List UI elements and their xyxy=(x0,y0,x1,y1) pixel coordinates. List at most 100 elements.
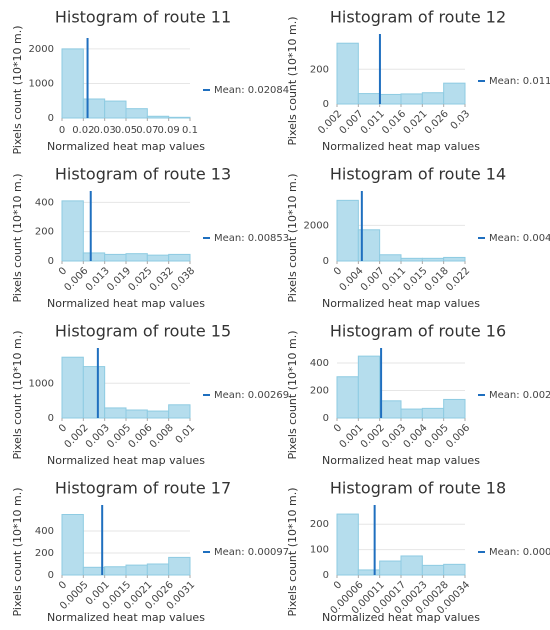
histogram-bar xyxy=(357,569,381,576)
histogram-bar xyxy=(168,116,191,119)
legend-label: Mean: 0.00427 xyxy=(489,233,550,244)
y-tick-label: 400 xyxy=(310,358,329,369)
x-tick-label: 0.026 xyxy=(423,108,451,136)
histogram-bar xyxy=(168,404,191,419)
histogram-bar xyxy=(400,257,423,262)
histogram-bar xyxy=(61,48,84,119)
histogram-bar xyxy=(146,563,170,576)
y-tick-label: 200 xyxy=(35,227,54,238)
y-tick-label: 0 xyxy=(323,99,329,110)
x-tick-label: 0.07 xyxy=(136,125,158,136)
x-tick-label: 0 xyxy=(332,579,344,591)
histogram-bar xyxy=(168,556,191,576)
histogram-bar xyxy=(357,229,381,262)
y-axis-label: Pixels count (10*10 m.) xyxy=(286,17,299,146)
histogram-bar xyxy=(125,409,148,419)
x-tick-label: 0 xyxy=(57,265,69,277)
y-tick-label: 2000 xyxy=(304,220,329,231)
x-axis-label: Normalized heat map values xyxy=(322,454,480,467)
chart-title: Histogram of route 16 xyxy=(330,322,506,341)
chart-title: Histogram of route 17 xyxy=(55,479,231,498)
x-axis-label: Normalized heat map values xyxy=(47,454,205,467)
x-tick-label: 0 xyxy=(57,579,69,591)
y-tick-label: 1000 xyxy=(29,78,54,89)
histogram-bar xyxy=(443,398,466,419)
histogram-bar xyxy=(443,256,466,262)
legend-label: Mean: 0.00217 xyxy=(489,390,550,401)
histogram-bar xyxy=(146,115,170,119)
x-axis-label: Normalized heat map values xyxy=(322,297,480,310)
histogram-panel: Histogram of route 18010020000.000060.00… xyxy=(286,479,550,625)
y-tick-label: 100 xyxy=(310,545,329,556)
y-axis-label: Pixels count (10*10 m.) xyxy=(11,331,24,460)
y-axis-label: Pixels count (10*10 m.) xyxy=(286,488,299,617)
y-tick-label: 400 xyxy=(35,526,54,537)
chart-title: Histogram of route 18 xyxy=(330,479,506,498)
legend-label: Mean: 0.00269 xyxy=(214,390,289,401)
y-axis-label: Pixels count (10*10 m.) xyxy=(286,174,299,303)
histogram-bar xyxy=(379,93,402,105)
histogram-bar xyxy=(104,407,127,419)
y-tick-label: 0 xyxy=(48,570,54,581)
histogram-bar xyxy=(336,42,359,105)
histogram-bar xyxy=(104,100,127,119)
y-axis-label: Pixels count (10*10 m.) xyxy=(11,26,24,155)
y-tick-label: 2000 xyxy=(29,44,54,55)
histogram-bar xyxy=(125,253,148,262)
x-axis-label: Normalized heat map values xyxy=(47,297,205,310)
chart-title: Histogram of route 12 xyxy=(330,8,506,27)
chart-title: Histogram of route 15 xyxy=(55,322,231,341)
y-tick-label: 0 xyxy=(323,256,329,267)
histogram-bar xyxy=(421,407,445,419)
histogram-bar xyxy=(421,92,445,105)
x-tick-label: 0.038 xyxy=(169,265,197,293)
chart-title: Histogram of route 13 xyxy=(55,165,231,184)
y-tick-label: 200 xyxy=(310,64,329,75)
x-tick-label: 0.03 xyxy=(449,108,473,132)
histogram-bar xyxy=(421,564,445,576)
x-tick-label: 0 xyxy=(332,265,344,277)
y-tick-label: 0 xyxy=(323,413,329,424)
y-tick-label: 0 xyxy=(48,113,54,124)
histogram-bar xyxy=(82,366,106,419)
histogram-bar xyxy=(443,563,466,576)
histogram-bar xyxy=(125,564,148,576)
histogram-panel: Histogram of route 13020040000.0060.0130… xyxy=(11,165,289,311)
x-tick-label: 0.02 xyxy=(72,125,94,136)
histogram-bar xyxy=(400,555,423,576)
histogram-bar xyxy=(379,560,402,576)
x-axis-label: Normalized heat map values xyxy=(322,611,480,624)
histogram-bar xyxy=(336,376,359,419)
y-tick-label: 0 xyxy=(48,256,54,267)
histogram-panel: Histogram of route 140200000.0040.0070.0… xyxy=(286,165,550,311)
histogram-panel: Histogram of route 150100000.0020.0030.0… xyxy=(11,322,289,468)
histogram-bar xyxy=(400,408,423,419)
histogram-bar xyxy=(379,400,402,419)
histogram-bar xyxy=(379,254,402,262)
legend-label: Mean: 0.00097 xyxy=(214,547,289,558)
x-tick-label: 0.006 xyxy=(444,422,472,450)
histogram-bar xyxy=(421,257,445,262)
histogram-bar xyxy=(104,253,127,262)
histogram-bar xyxy=(61,356,84,419)
histogram-bar xyxy=(443,82,466,105)
x-tick-label: 0.03 xyxy=(94,125,116,136)
legend-label: Mean: 0.00853 xyxy=(214,233,289,244)
histogram-bar xyxy=(336,199,359,262)
legend-label: Mean: 0.0115 xyxy=(489,76,550,87)
y-axis-label: Pixels count (10*10 m.) xyxy=(11,488,24,617)
y-axis-label: Pixels count (10*10 m.) xyxy=(286,331,299,460)
y-tick-label: 200 xyxy=(310,519,329,530)
y-tick-label: 200 xyxy=(310,386,329,397)
x-tick-label: 0.1 xyxy=(182,125,198,136)
y-tick-label: 400 xyxy=(35,197,54,208)
histogram-panel: Histogram of route 17020040000.00050.001… xyxy=(11,479,289,625)
chart-title: Histogram of route 14 xyxy=(330,165,506,184)
histogram-bar xyxy=(357,93,381,105)
x-tick-label: 0.05 xyxy=(115,125,137,136)
chart-title: Histogram of route 11 xyxy=(55,8,231,27)
y-tick-label: 1000 xyxy=(29,378,54,389)
x-tick-label: 0.022 xyxy=(444,265,472,293)
x-tick-label: 0.008 xyxy=(148,422,176,450)
